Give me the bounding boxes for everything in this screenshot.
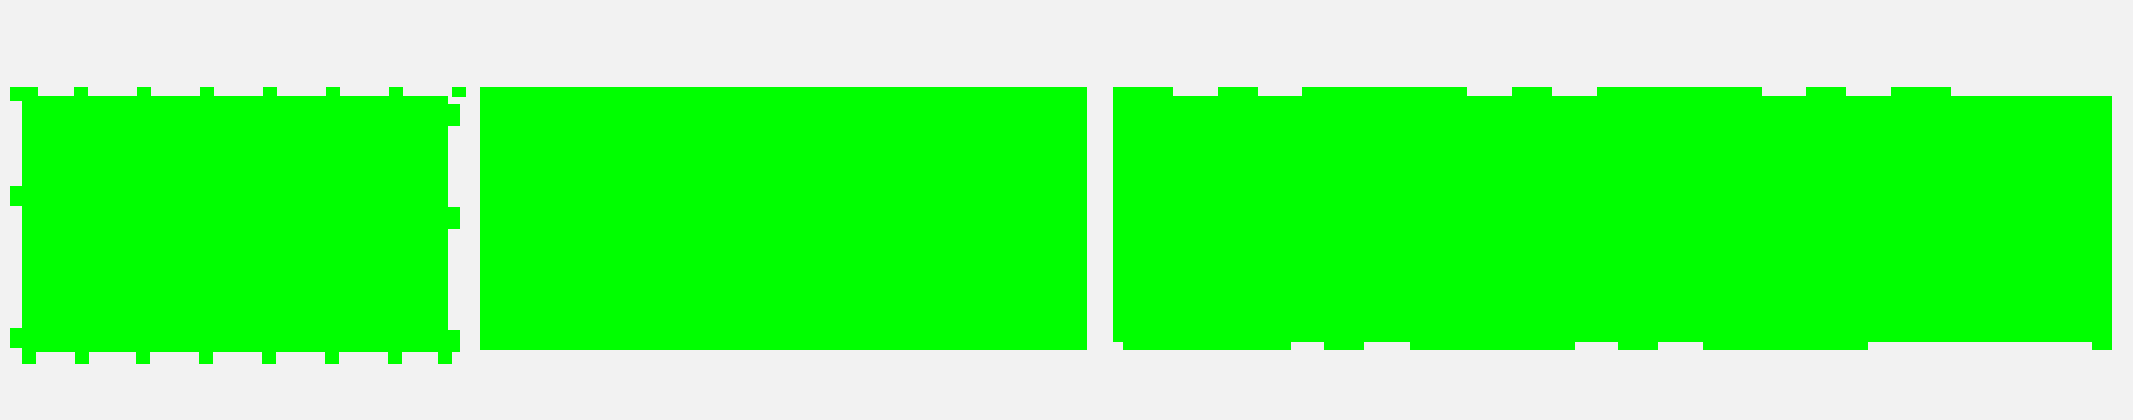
jagged-block-left-tooth — [440, 207, 460, 229]
notched-block-right-tooth — [2092, 340, 2112, 350]
notched-block-right-tooth — [1302, 87, 1467, 97]
notched-block-right-tooth — [1410, 340, 1575, 350]
notched-block-right-fill — [1113, 87, 2112, 350]
notched-block-right-tooth — [1618, 340, 1658, 350]
jagged-block-left-tooth — [10, 186, 26, 206]
jagged-block-left-tooth — [22, 348, 36, 364]
notched-block-right-tooth — [1597, 87, 1762, 97]
jagged-block-left-tooth — [388, 348, 402, 364]
notched-block-right-tooth — [1703, 340, 1868, 350]
jagged-block-left-tooth — [200, 87, 214, 97]
notched-block-right-tooth — [1218, 87, 1258, 97]
notched-block-right-tooth — [1113, 87, 1173, 97]
notched-block-right-tooth — [1123, 340, 1291, 350]
jagged-block-left-tooth — [325, 348, 339, 364]
notched-block-right-body — [1113, 96, 2112, 342]
notched-block-right-tooth — [1806, 87, 1846, 97]
jagged-block-left-tooth — [74, 87, 88, 97]
jagged-block-left-body — [22, 96, 448, 352]
jagged-block-left-tooth — [452, 87, 466, 97]
jagged-block-left-tooth — [440, 104, 460, 126]
jagged-block-left-tooth — [199, 348, 213, 364]
jagged-block-left-tooth — [440, 330, 460, 352]
notched-block-right-tooth — [1891, 87, 1951, 97]
notched-block-right-tooth — [1113, 225, 1127, 335]
jagged-block-left-tooth — [10, 87, 38, 101]
notched-block-right-tooth — [1324, 340, 1364, 350]
jagged-block-left-tooth — [326, 87, 340, 97]
jagged-block-left-tooth — [262, 348, 276, 364]
solid-block-center-body — [480, 87, 1087, 350]
jagged-block-left-tooth — [10, 328, 26, 348]
notched-block-right-tooth — [2094, 225, 2112, 335]
jagged-block-left-tooth — [136, 348, 150, 364]
jagged-block-left-tooth — [75, 348, 89, 364]
jagged-block-left-tooth — [389, 87, 403, 97]
jagged-block-left-fill — [10, 87, 592, 364]
notched-block-right-tooth — [1512, 87, 1552, 97]
jagged-block-left-tooth — [438, 348, 452, 364]
jagged-block-left-tooth — [263, 87, 277, 97]
jagged-block-left-tooth — [137, 87, 151, 97]
